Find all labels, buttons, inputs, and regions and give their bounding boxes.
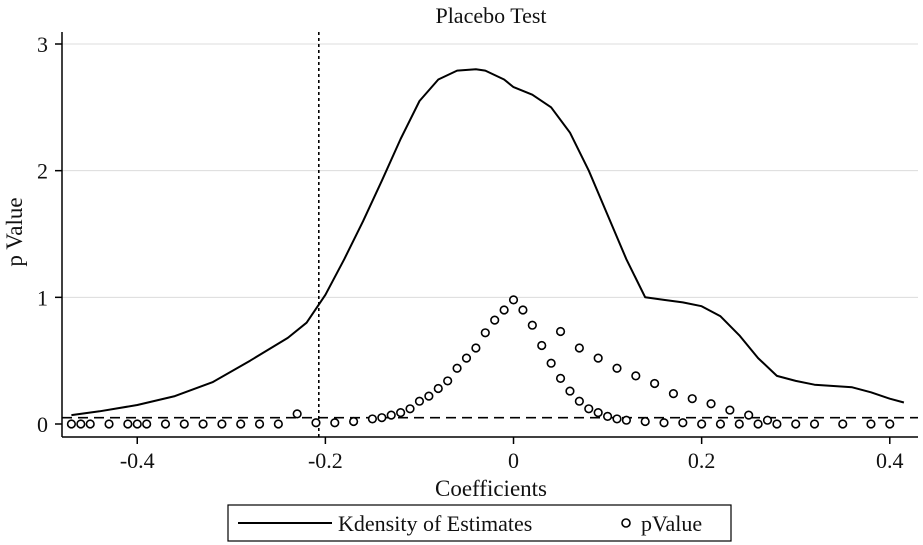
- pvalue-point: [885, 419, 895, 429]
- pvalue-point: [443, 376, 453, 386]
- gridlines: [62, 43, 918, 298]
- pvalue-point: [866, 419, 876, 429]
- pvalue-point: [160, 419, 171, 429]
- pvalue-point: [602, 411, 613, 422]
- pvalue-point: [612, 363, 622, 373]
- chart-title: Placebo Test: [435, 3, 546, 28]
- pvalue-point: [76, 419, 86, 429]
- pvalue-point: [791, 419, 801, 429]
- pvalue-point: [612, 414, 622, 424]
- y-tick-label: 3: [37, 32, 48, 57]
- x-tick-label: -0.2: [308, 448, 343, 473]
- pvalue-series: [66, 295, 895, 429]
- pvalue-point: [593, 353, 603, 363]
- pvalue-point: [349, 416, 359, 427]
- pvalue-point: [574, 396, 584, 406]
- pvalue-point: [217, 419, 227, 429]
- pvalue-point: [414, 396, 425, 406]
- pvalue-point: [668, 389, 679, 399]
- tick-labels: -0.4 -0.2 0 0.2 0.4 0 1 2 3: [37, 32, 904, 473]
- y-tick-label: 1: [37, 285, 48, 310]
- y-axis-title: p Value: [2, 197, 27, 266]
- pvalue-point: [772, 419, 782, 429]
- y-tick-label: 2: [37, 159, 48, 184]
- x-tick-label: 0.2: [688, 448, 716, 473]
- pvalue-point: [330, 418, 340, 428]
- pvalue-point: [555, 326, 566, 337]
- pvalue-point: [537, 340, 547, 351]
- pvalue-point: [565, 386, 575, 396]
- pvalue-point: [490, 315, 500, 325]
- pvalue-point: [753, 419, 763, 429]
- pvalue-point: [367, 414, 378, 424]
- pvalue-point: [744, 410, 754, 420]
- pvalue-point: [697, 419, 707, 429]
- pvalue-point: [809, 419, 820, 429]
- pvalue-point: [734, 419, 744, 429]
- pvalue-point: [574, 343, 584, 353]
- pvalue-point: [659, 418, 669, 428]
- pvalue-point: [838, 419, 848, 429]
- pvalue-point: [499, 305, 509, 315]
- pvalue-point: [311, 418, 321, 428]
- pvalue-point: [546, 358, 556, 368]
- pvalue-point: [461, 353, 472, 363]
- x-tick-label: 0: [508, 448, 519, 473]
- pvalue-point: [725, 405, 735, 415]
- pvalue-point: [706, 399, 716, 409]
- pvalue-point: [715, 419, 726, 429]
- pvalue-point: [687, 394, 697, 404]
- legend-marker-pvalue: [621, 518, 631, 528]
- pvalue-point: [650, 378, 660, 389]
- pvalue-point: [85, 419, 95, 429]
- axes: [55, 32, 918, 444]
- pvalue-point: [640, 416, 650, 427]
- pvalue-point: [593, 408, 603, 418]
- x-axis-title: Coefficients: [435, 476, 547, 501]
- pvalue-point: [132, 419, 142, 429]
- pvalue-point: [584, 404, 594, 414]
- pvalue-point: [405, 404, 415, 414]
- kdensity-series: [71, 68, 905, 417]
- y-tick-label: 0: [37, 412, 48, 437]
- pvalue-point: [386, 410, 396, 420]
- legend: Kdensity of Estimates pValue: [227, 504, 732, 542]
- pvalue-point: [198, 419, 208, 429]
- pvalue-point: [471, 343, 481, 353]
- pvalue-point: [452, 363, 462, 373]
- pvalue-point: [273, 419, 283, 429]
- pvalue-point: [66, 419, 77, 429]
- legend-label-pvalue: pValue: [641, 511, 702, 536]
- pvalue-point: [621, 415, 631, 425]
- kdensity-line: [71, 68, 905, 417]
- pvalue-point: [631, 371, 641, 381]
- pvalue-point: [179, 419, 189, 429]
- pvalue-point: [433, 383, 443, 394]
- pvalue-point: [142, 419, 152, 429]
- legend-label-kdensity: Kdensity of Estimates: [338, 511, 532, 536]
- pvalue-point: [123, 419, 133, 429]
- pvalue-point: [508, 295, 519, 305]
- pvalue-point: [377, 413, 387, 423]
- pvalue-point: [527, 320, 537, 330]
- pvalue-point: [396, 408, 406, 418]
- pvalue-point: [236, 419, 246, 429]
- pvalue-point: [518, 305, 528, 315]
- pvalue-point: [292, 409, 302, 419]
- pvalue-point: [678, 418, 688, 428]
- pvalue-point: [555, 373, 566, 384]
- pvalue-point: [762, 415, 773, 425]
- pvalue-point: [254, 419, 265, 429]
- pvalue-point: [480, 328, 490, 338]
- reference-lines: [62, 32, 918, 437]
- pvalue-point: [104, 419, 114, 429]
- pvalue-point: [424, 391, 434, 401]
- x-tick-label: -0.4: [120, 448, 155, 473]
- x-tick-label: 0.4: [876, 448, 904, 473]
